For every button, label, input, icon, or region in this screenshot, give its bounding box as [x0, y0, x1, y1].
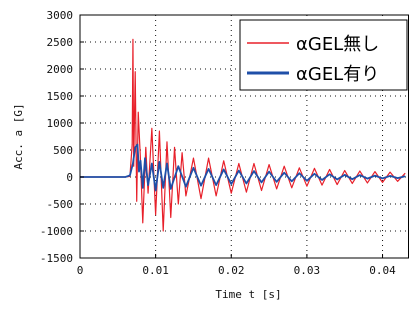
- y-tick-label: -500: [47, 198, 74, 211]
- x-axis-label: Time t [s]: [215, 288, 281, 301]
- y-tick-label: 2000: [47, 63, 74, 76]
- y-tick-label: 2500: [47, 36, 74, 49]
- y-tick-label: 0: [66, 171, 73, 184]
- legend-label-0: αGEL無し: [296, 34, 379, 55]
- series-layer: [80, 38, 406, 232]
- legend-label-1: αGEL有り: [296, 64, 379, 85]
- y-tick-label: 1500: [47, 90, 74, 103]
- tick-layer: 0 0.01 0.02 0.03 0.04 -1500 -1000 -500 0 500 1000 1…: [40, 9, 396, 277]
- y-tick-label: 3000: [47, 9, 74, 22]
- y-tick-label: 500: [53, 144, 73, 157]
- x-tick-label: 0.04: [369, 264, 396, 277]
- x-tick-label: 0.01: [142, 264, 169, 277]
- y-tick-label: 1000: [47, 117, 74, 130]
- legend-box: [239, 19, 408, 91]
- x-tick-label: 0.03: [294, 264, 321, 277]
- y-axis-label: Acc. a [G]: [12, 103, 25, 169]
- series-line-1: [80, 143, 406, 192]
- y-tick-label: -1500: [40, 252, 73, 265]
- legend: αGEL無し αGEL有り: [239, 19, 408, 91]
- x-tick-label: 0.02: [218, 264, 245, 277]
- y-tick-label: -1000: [40, 225, 73, 238]
- x-tick-label: 0: [77, 264, 84, 277]
